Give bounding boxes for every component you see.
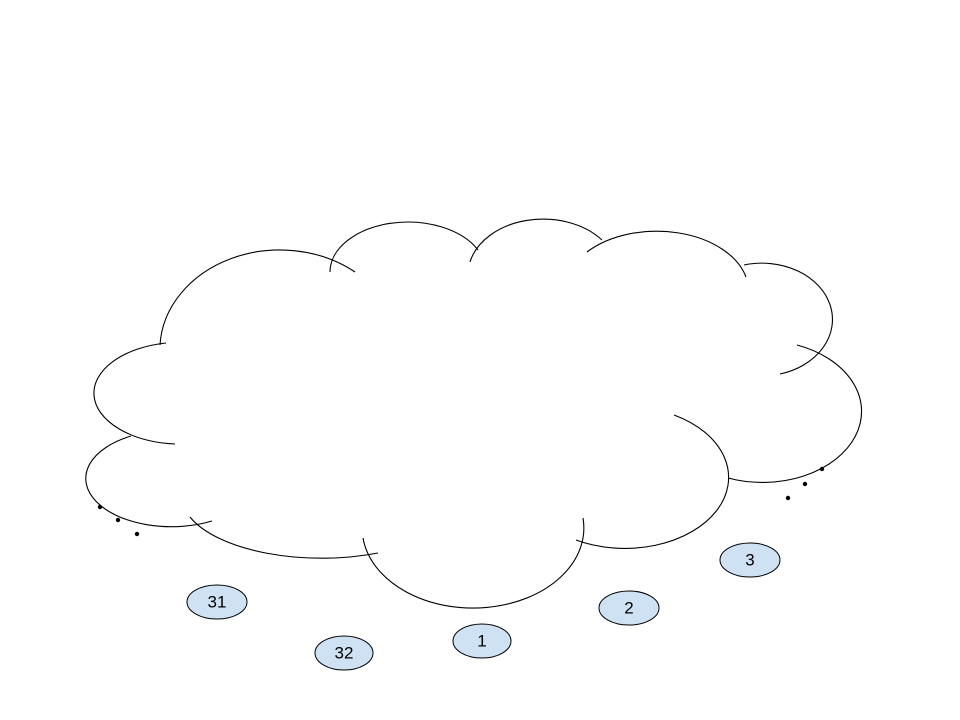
ellipsis-dot [785, 495, 791, 501]
node-label: 2 [624, 599, 633, 618]
node-ellipse[interactable] [719, 542, 781, 578]
node-label: 3 [745, 551, 754, 570]
cloud-shape [85, 218, 863, 609]
ellipsis-dot [115, 517, 121, 523]
node-label: 1 [477, 632, 486, 651]
left-ellipsis [97, 504, 140, 537]
node-ellipse[interactable] [598, 590, 660, 626]
ellipsis-dot [819, 466, 825, 472]
node-ellipse[interactable] [452, 623, 512, 659]
ellipsis-dot [97, 504, 103, 510]
node-31[interactable]: 31 [186, 584, 248, 620]
node-label: 31 [208, 593, 227, 612]
ellipsis-dot [134, 531, 140, 537]
node-label: 32 [335, 644, 354, 663]
node-2[interactable]: 2 [598, 590, 660, 626]
node-1[interactable]: 1 [452, 623, 512, 659]
node-32[interactable]: 32 [314, 635, 374, 671]
node-ellipse[interactable] [314, 635, 374, 671]
right-ellipsis [785, 466, 825, 501]
node-ellipse[interactable] [186, 584, 248, 620]
ellipsis-dot [802, 481, 808, 487]
node-3[interactable]: 3 [719, 542, 781, 578]
